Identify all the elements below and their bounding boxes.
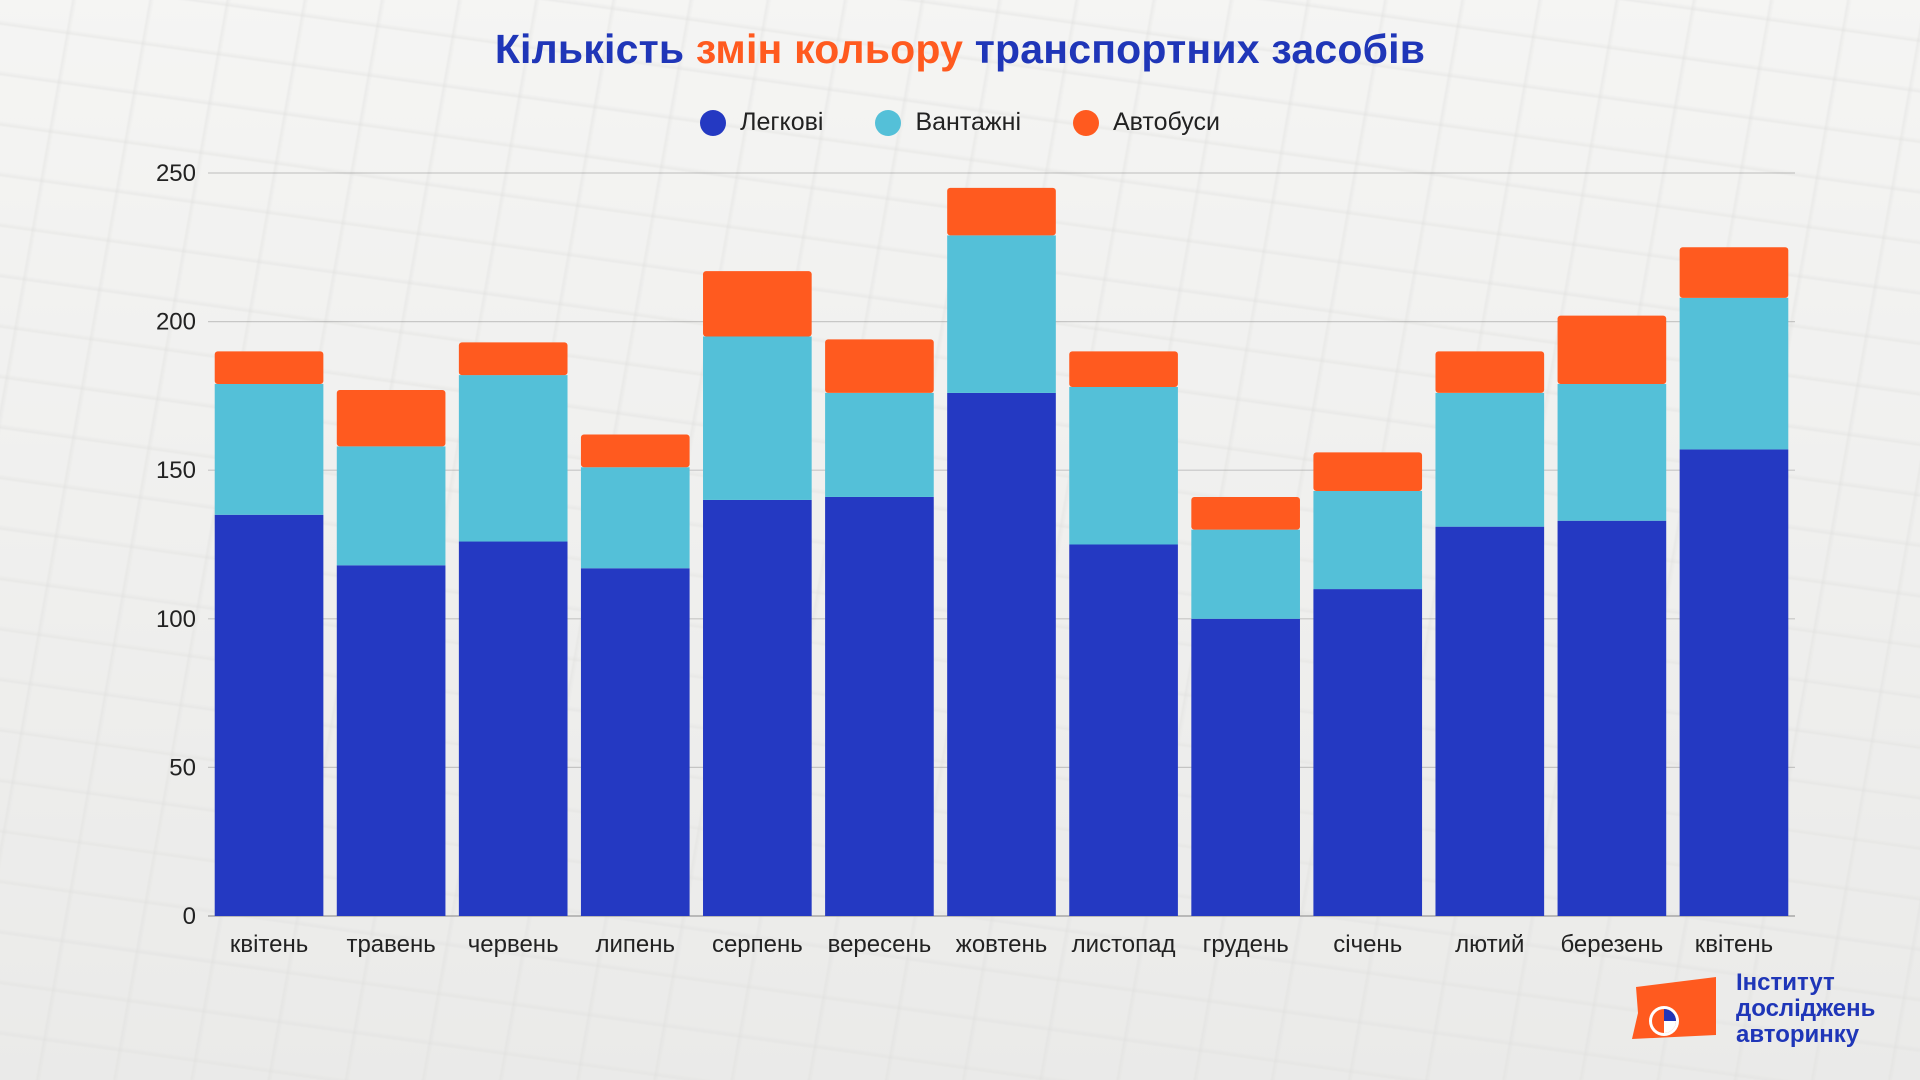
bar-segment-cars (1679, 449, 1789, 916)
bar-segment-trucks (1191, 529, 1300, 619)
bar-segment-buses (1191, 496, 1300, 530)
bar-segment-buses (1557, 315, 1667, 385)
company-logo-icon (1632, 977, 1716, 1039)
bar-segment-cars (580, 568, 690, 916)
company-name-line-2: досліджень (1736, 995, 1876, 1022)
bar-segment-cars (336, 565, 446, 916)
bar-segment-buses (1069, 351, 1178, 387)
x-tick-label: березень (1560, 931, 1663, 958)
bar-segment-trucks (1313, 491, 1423, 590)
bar-segment-trucks (580, 467, 690, 569)
bar-segment-cars (1557, 520, 1667, 916)
bar-segment-cars (1435, 526, 1545, 916)
company-logo: Інститут досліджень авторинку (1628, 970, 1875, 1048)
bar-segment-trucks (336, 446, 446, 566)
bar-segment-buses (458, 342, 568, 376)
legend-item-cars: Легкові (700, 108, 823, 137)
bar-segment-buses (825, 339, 934, 393)
title-part-3: транспортних засобів (974, 26, 1426, 72)
bar-segment-trucks (1557, 384, 1667, 521)
bar-segment-cars (458, 541, 568, 916)
y-tick-label: 0 (183, 903, 196, 930)
x-tick-label: серпень (712, 931, 803, 958)
x-axis: квітень травень червень липень серпень вересе… (230, 931, 1773, 958)
x-tick-label: січень (1333, 931, 1402, 958)
title-accent: змін кольору (695, 26, 964, 72)
company-name-line-3: авторинку (1736, 1021, 1860, 1048)
x-tick-label: липень (596, 931, 676, 958)
bar-segment-trucks (1069, 386, 1178, 545)
bar-segment-buses (1313, 452, 1423, 492)
y-tick-label: 100 (156, 606, 196, 633)
bar-segment-buses (703, 271, 812, 337)
legend-label-trucks: Вантажні (915, 108, 1021, 136)
y-tick-label: 250 (156, 160, 196, 187)
bar-segment-cars (703, 499, 812, 916)
y-tick-label: 50 (169, 754, 196, 781)
x-tick-label: грудень (1203, 931, 1289, 958)
legend-item-trucks: Вантажні (875, 108, 1021, 137)
bar-segment-trucks (825, 392, 934, 497)
x-tick-label: квітень (1695, 931, 1773, 958)
bar-segment-trucks (947, 235, 1056, 393)
x-tick-label: лютий (1455, 931, 1524, 958)
legend-dot-cars (700, 109, 727, 136)
bar-segment-cars (1069, 544, 1178, 916)
bar-segment-buses (336, 389, 446, 447)
legend-label-cars: Легкові (740, 108, 824, 136)
legend-dot-buses (1073, 109, 1099, 136)
x-tick-label: вересень (828, 931, 932, 958)
bar-segment-buses (1679, 247, 1789, 298)
bar-segment-trucks (1679, 297, 1789, 450)
bar-segment-buses (1435, 351, 1545, 393)
legend-dot-trucks (875, 109, 902, 136)
x-tick-label: жовтень (956, 931, 1047, 958)
company-name-line-1: Інститут (1736, 969, 1835, 996)
bar-segment-trucks (1435, 392, 1545, 527)
bar-segment-buses (580, 434, 690, 468)
x-tick-label: червень (468, 931, 559, 958)
bar-segment-cars (214, 514, 324, 916)
y-tick-label: 150 (156, 457, 196, 484)
bar-segment-cars (1191, 618, 1300, 916)
chart-title: Кількість змін кольору транспортних засо… (0, 26, 1920, 73)
bar-segment-trucks (703, 336, 812, 500)
x-tick-label: листопад (1072, 931, 1176, 958)
bar-segment-trucks (214, 384, 324, 515)
bar-segment-cars (825, 496, 934, 916)
x-tick-label: травень (346, 931, 435, 958)
y-tick-label: 200 (156, 309, 196, 336)
legend-label-buses: Автобуси (1113, 108, 1220, 136)
bar-segment-buses (214, 351, 324, 385)
title-part-1: Кількість (494, 26, 685, 72)
y-axis: 0 50 100 150 200 250 (156, 160, 196, 930)
legend-item-buses: Автобуси (1073, 108, 1220, 137)
chart-legend: Легкові Вантажні Автобуси (0, 108, 1920, 137)
bars (214, 187, 1789, 917)
bar-segment-cars (1313, 589, 1423, 916)
bar-segment-cars (947, 392, 1056, 917)
bar-segment-buses (947, 187, 1056, 236)
x-tick-label: квітень (230, 931, 308, 958)
company-name: Інститут досліджень авторинку (1736, 970, 1875, 1048)
bar-segment-trucks (458, 375, 568, 542)
